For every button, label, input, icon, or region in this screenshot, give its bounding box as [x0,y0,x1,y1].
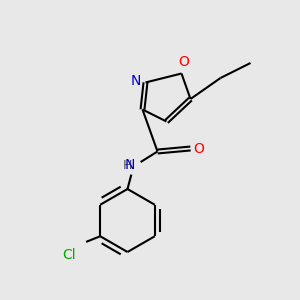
Text: O: O [178,55,189,69]
Text: N: N [130,74,141,88]
Text: N: N [124,158,135,172]
Text: Cl: Cl [63,248,76,262]
Text: H: H [123,158,132,172]
Text: O: O [194,142,204,155]
